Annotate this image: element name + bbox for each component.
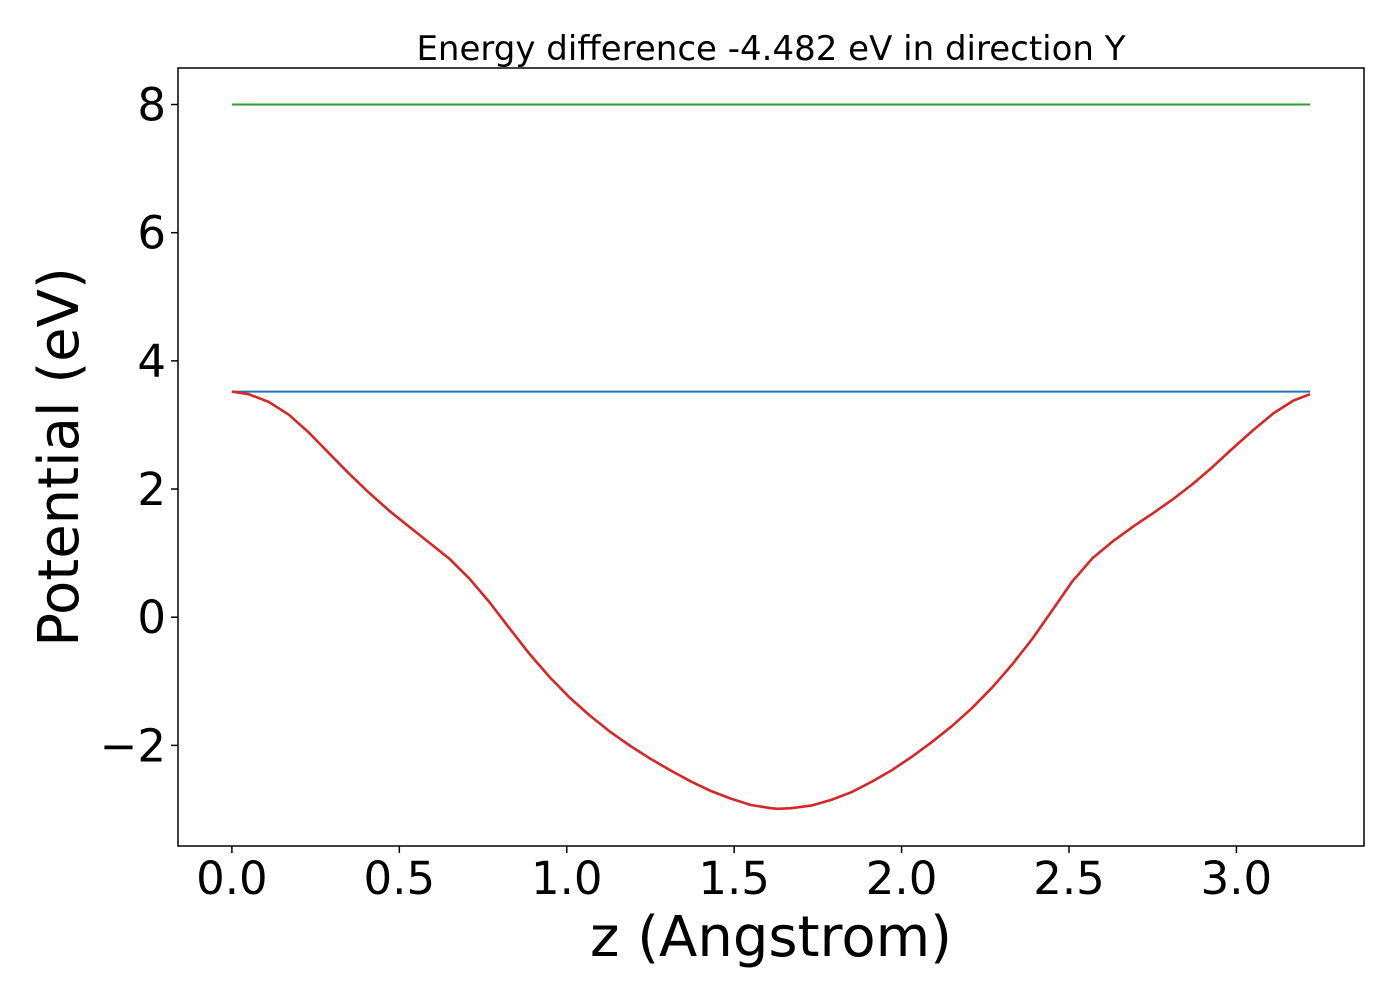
x-axis-ticks: 0.0 0.5 1.0 1.5 2.0 2.5 3.0 <box>196 846 1272 905</box>
x-tick-label: 2.0 <box>866 852 938 905</box>
x-tick-label: 2.5 <box>1033 852 1105 905</box>
y-tick-label: 2 <box>137 463 166 516</box>
chart-title: Energy difference -4.482 eV in direction… <box>416 29 1125 69</box>
plot-frame <box>177 67 1365 847</box>
series-layer <box>231 103 1311 811</box>
series-line-2 <box>231 390 1311 811</box>
x-tick-label: 1.0 <box>531 852 603 905</box>
y-tick-label: 0 <box>137 591 166 644</box>
x-tick-label: 1.5 <box>698 852 770 905</box>
x-tick-label: 0.0 <box>196 852 268 905</box>
y-tick-label: 8 <box>137 79 166 132</box>
x-axis-label: z (Angstrom) <box>590 905 952 970</box>
y-axis-label: Potential (eV) <box>27 267 92 647</box>
plot-background <box>178 68 1364 846</box>
x-tick-label: 0.5 <box>364 852 436 905</box>
y-tick-label: 4 <box>137 335 166 388</box>
x-tick-label: 3.0 <box>1201 852 1273 905</box>
y-tick-label: −2 <box>100 719 166 772</box>
y-tick-label: 6 <box>137 207 166 260</box>
y-axis-ticks: −2 0 2 4 6 8 <box>100 79 178 772</box>
